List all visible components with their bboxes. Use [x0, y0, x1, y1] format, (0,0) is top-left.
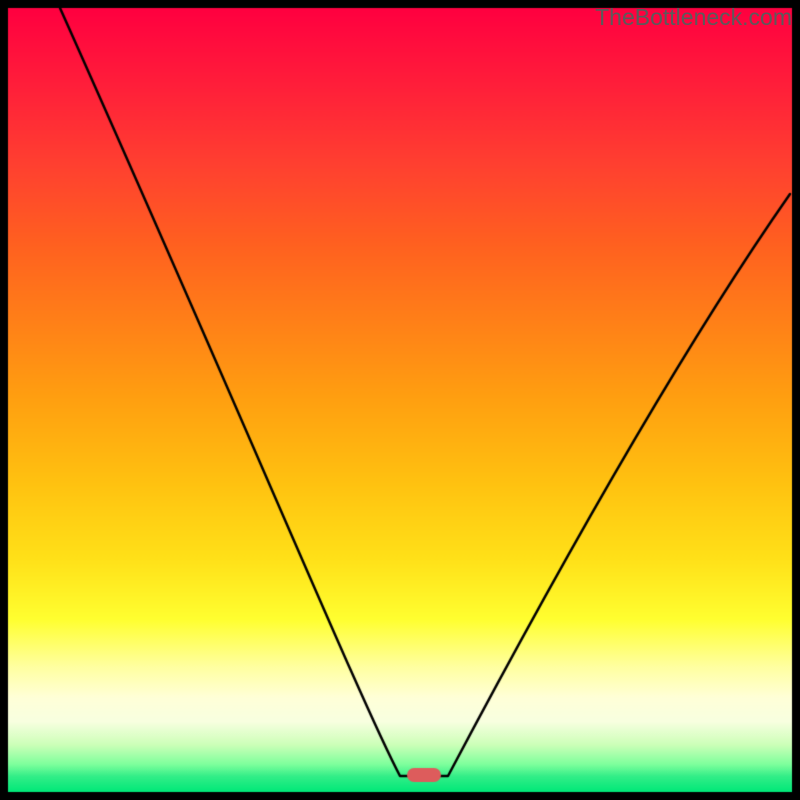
watermark-text: TheBottleneck.com	[595, 4, 792, 31]
chart-container: TheBottleneck.com	[0, 0, 800, 800]
bottleneck-chart-canvas	[0, 0, 800, 800]
